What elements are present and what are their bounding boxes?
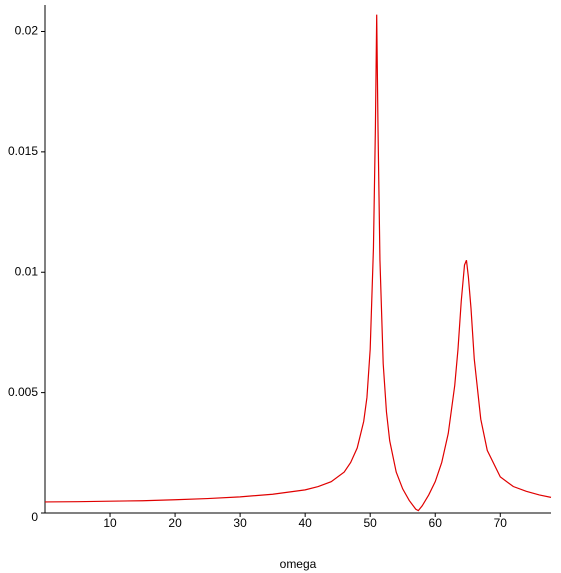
y-tick-label: 0: [31, 510, 38, 524]
y-tick-label: 0.015: [8, 144, 38, 158]
data-line: [44, 14, 552, 512]
x-tick-label: 20: [168, 516, 182, 530]
x-tick-label: 50: [364, 516, 378, 530]
x-axis-label: omega: [280, 557, 317, 571]
y-tick-label: 0.02: [15, 24, 39, 38]
x-tick-label: 10: [103, 516, 117, 530]
y-tick-label: 0.01: [15, 264, 39, 278]
y-tick-label: 0.005: [8, 385, 38, 399]
x-tick-label: 40: [298, 516, 312, 530]
x-tick-label: 60: [429, 516, 443, 530]
x-tick-label: 70: [494, 516, 508, 530]
x-tick-label: 30: [233, 516, 247, 530]
